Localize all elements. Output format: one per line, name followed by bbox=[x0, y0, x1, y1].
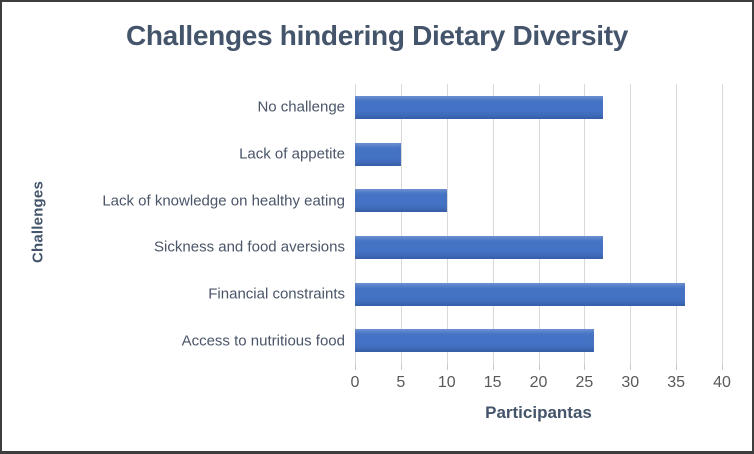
x-tick-label: 10 bbox=[437, 374, 456, 391]
category-axis-labels: No challenge Lack of appetite Lack of know… bbox=[52, 84, 355, 364]
tick-mark bbox=[676, 364, 678, 370]
category-label: No challenge bbox=[257, 98, 345, 116]
bar bbox=[355, 189, 447, 213]
y-axis-title: Challenges bbox=[29, 180, 47, 264]
x-tick-label: 35 bbox=[667, 374, 686, 391]
x-tick-label: 15 bbox=[483, 374, 502, 391]
bar bbox=[355, 95, 603, 119]
tick-mark bbox=[630, 364, 632, 370]
gridline bbox=[538, 84, 540, 364]
x-tick-label: 25 bbox=[575, 374, 594, 391]
x-tick-label: 20 bbox=[529, 374, 548, 391]
category-label: Lack of appetite bbox=[239, 145, 345, 163]
tick-mark bbox=[538, 364, 540, 370]
x-tick-label: 5 bbox=[396, 374, 406, 391]
gridline bbox=[446, 84, 448, 364]
gridline bbox=[400, 84, 402, 364]
x-tick-label: 0 bbox=[350, 374, 360, 391]
plot-area bbox=[355, 84, 723, 364]
gridline bbox=[630, 84, 632, 364]
gridline bbox=[355, 84, 356, 364]
x-axis-title: Participantas bbox=[485, 403, 592, 422]
gridline bbox=[676, 84, 678, 364]
x-tick-label: 30 bbox=[621, 374, 640, 391]
x-axis-tick-labels: 0 5 10 15 20 25 30 35 40 bbox=[351, 374, 731, 394]
gridline bbox=[492, 84, 494, 364]
bar bbox=[355, 329, 594, 353]
tick-mark bbox=[584, 364, 586, 370]
x-tick-label: 40 bbox=[713, 374, 731, 391]
bar bbox=[355, 235, 603, 259]
tick-mark bbox=[400, 364, 402, 370]
tick-mark bbox=[722, 364, 723, 370]
chart-title: Challenges hindering Dietary Diversity bbox=[125, 20, 629, 51]
bar bbox=[355, 282, 686, 306]
tick-mark bbox=[355, 364, 356, 370]
tick-mark bbox=[492, 364, 494, 370]
gridline bbox=[722, 84, 723, 364]
category-label: Sickness and food aversions bbox=[154, 238, 345, 256]
category-label: Lack of knowledge on healthy eating bbox=[102, 192, 345, 210]
bar bbox=[355, 142, 401, 166]
category-label: Access to nutritious food bbox=[181, 332, 345, 350]
gridline bbox=[584, 84, 586, 364]
tick-mark bbox=[446, 364, 448, 370]
x-axis-tick-marks bbox=[355, 364, 723, 370]
category-label: Financial constraints bbox=[208, 285, 345, 303]
